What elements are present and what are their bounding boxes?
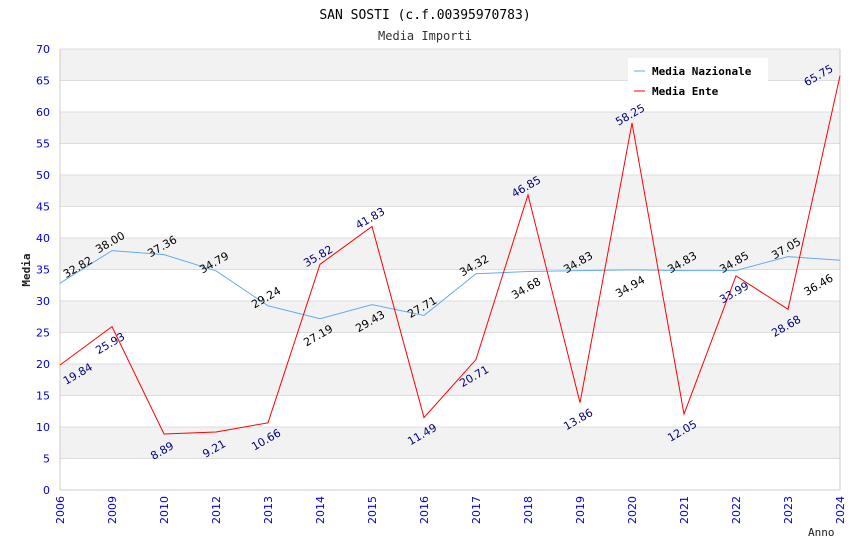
y-tick-label: 35 — [36, 264, 50, 277]
y-tick-label: 60 — [36, 106, 50, 119]
y-tick-label: 50 — [36, 169, 50, 182]
legend-label-nazionale: Media Nazionale — [652, 65, 752, 78]
y-tick-label: 5 — [43, 453, 50, 466]
chart-subtitle: Media Importi — [378, 29, 472, 43]
grid-band — [60, 364, 840, 396]
x-tick-label: 2012 — [210, 496, 223, 524]
x-tick-label: 2015 — [366, 496, 379, 524]
y-tick-label: 40 — [36, 232, 50, 245]
y-tick-label: 30 — [36, 295, 50, 308]
data-label-ente: 25.93 — [93, 330, 127, 357]
x-tick-label: 2020 — [626, 496, 639, 524]
y-tick-label: 65 — [36, 75, 50, 88]
grid-band — [60, 175, 840, 207]
grid-band — [60, 238, 840, 270]
grid-band — [60, 112, 840, 144]
series-line-nazionale — [59, 250, 841, 320]
y-axis-label: Media — [20, 253, 33, 286]
grid-band — [60, 301, 840, 333]
y-tick-label: 70 — [36, 43, 50, 56]
data-label-nazionale: 34.68 — [509, 275, 543, 302]
x-tick-label: 2010 — [158, 496, 171, 524]
x-tick-label: 2006 — [54, 496, 67, 524]
y-tick-label: 0 — [43, 484, 50, 497]
legend-label-ente: Media Ente — [652, 85, 719, 98]
x-tick-label: 2021 — [678, 496, 691, 524]
x-tick-label: 2018 — [522, 496, 535, 524]
y-tick-label: 55 — [36, 138, 50, 151]
legend: Media Nazionale Media Ente — [628, 58, 768, 100]
x-tick-label: 2022 — [730, 496, 743, 524]
x-tick-label: 2013 — [262, 496, 275, 524]
y-tick-label: 10 — [36, 421, 50, 434]
y-tick-label: 45 — [36, 201, 50, 214]
x-tick-label: 2023 — [782, 496, 795, 524]
y-tick-label: 20 — [36, 358, 50, 371]
x-tick-label: 2024 — [834, 496, 847, 524]
series-line-ente — [59, 75, 841, 435]
x-tick-label: 2009 — [106, 496, 119, 524]
y-tick-label: 15 — [36, 390, 50, 403]
x-tick-label: 2014 — [314, 496, 327, 524]
x-tick-label: 2017 — [470, 496, 483, 524]
x-tick-label: 2016 — [418, 496, 431, 524]
chart-title: SAN SOSTI (c.f.00395970783) — [319, 8, 530, 23]
data-label-nazionale: 34.94 — [613, 273, 647, 300]
grid-band — [60, 427, 840, 459]
x-axis-label: Anno — [808, 526, 835, 539]
y-tick-label: 25 — [36, 327, 50, 340]
x-tick-label: 2019 — [574, 496, 587, 524]
data-label-nazionale: 36.46 — [802, 272, 836, 299]
